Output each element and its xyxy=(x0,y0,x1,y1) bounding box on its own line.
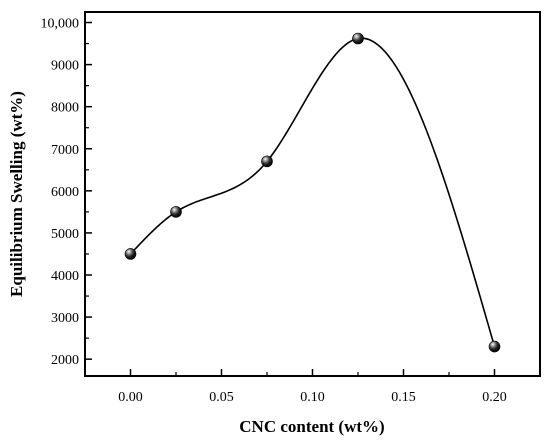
data-point xyxy=(352,32,364,45)
x-tick-label: 0.20 xyxy=(482,390,507,405)
y-axis-ticks: 2000 3000 4000 5000 6000 7000 8000 9000 10,000 xyxy=(41,17,92,368)
y-tick-label: 3000 xyxy=(51,311,79,326)
data-point xyxy=(124,248,137,260)
x-tick-label: 0.10 xyxy=(300,390,325,405)
data-point xyxy=(170,206,182,218)
x-axis-ticks: 0.00 0.05 0.10 0.15 0.20 xyxy=(118,369,507,405)
y-tick-label: 10,000 xyxy=(41,17,80,32)
y-tick-label: 8000 xyxy=(51,101,79,116)
x-tick-label: 0.05 xyxy=(209,390,234,405)
data-points xyxy=(124,32,501,353)
y-axis-title: Equilibrium Swelling (wt%) xyxy=(7,91,26,297)
y-tick-label: 7000 xyxy=(51,143,79,158)
data-point xyxy=(488,340,501,353)
x-tick-label: 0.15 xyxy=(391,390,416,405)
y-tick-label: 2000 xyxy=(51,353,79,368)
y-tick-label: 5000 xyxy=(51,227,79,242)
series-curve xyxy=(129,37,496,347)
y-tick-label: 4000 xyxy=(51,269,79,284)
y-tick-label: 6000 xyxy=(51,185,79,200)
plot-frame xyxy=(84,11,541,377)
x-axis-title: CNC content (wt%) xyxy=(239,417,384,436)
x-tick-label: 0.00 xyxy=(118,390,143,405)
y-tick-label: 9000 xyxy=(51,59,79,74)
data-point xyxy=(261,155,273,168)
